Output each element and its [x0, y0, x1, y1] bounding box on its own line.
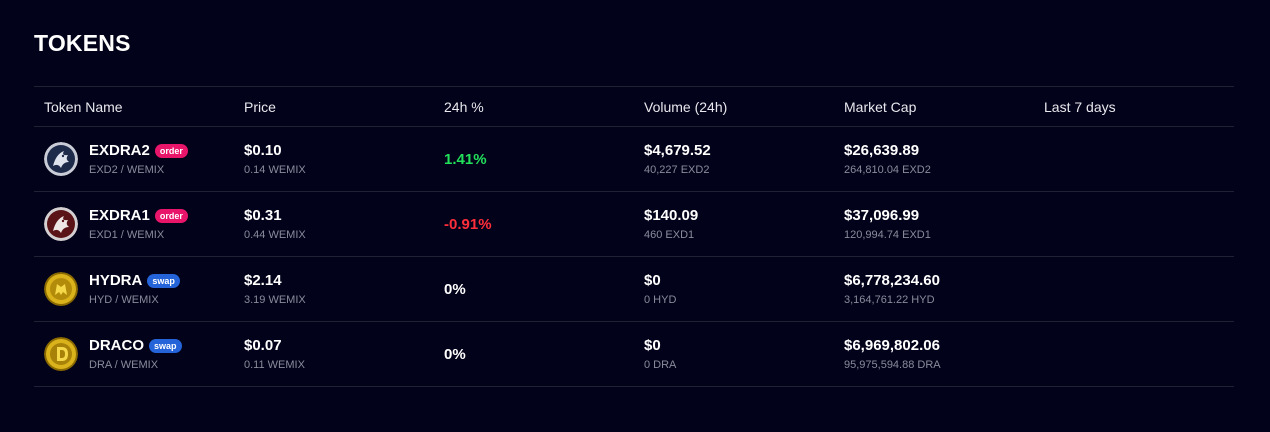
volume-value: $4,679.52: [644, 142, 711, 159]
volume-sub: 40,227 EXD2: [644, 164, 710, 176]
swap-badge[interactable]: swap: [149, 338, 182, 353]
price-value: $0.31: [244, 207, 282, 224]
token-pair: EXD1 / WEMIX: [89, 229, 165, 241]
volume-value: $0: [644, 272, 661, 289]
change-24h: 0%: [444, 280, 466, 298]
token-name: EXDRA1: [89, 207, 150, 224]
order-badge[interactable]: order: [154, 208, 188, 223]
table-row[interactable]: EXDRA1 order EXD1 / WEMIX $0.31 0.44 WEM…: [34, 192, 1234, 257]
price-sub: 0.14 WEMIX: [244, 164, 306, 176]
market-cap-value: $26,639.89: [844, 142, 920, 159]
token-name: EXDRA2: [89, 142, 150, 159]
price-value: $2.14: [244, 272, 282, 289]
header-market-cap[interactable]: Market Cap: [844, 98, 917, 115]
token-cell[interactable]: DRACO swap DRA / WEMIX: [44, 337, 234, 371]
token-pair: HYD / WEMIX: [89, 294, 159, 306]
exdra2-logo-icon: [44, 142, 78, 176]
price-sub: 0.44 WEMIX: [244, 229, 306, 241]
market-cap-sub: 264,810.04 EXD2: [844, 164, 931, 176]
header-24h-change[interactable]: 24h %: [444, 98, 484, 115]
token-name: DRACO: [89, 337, 144, 354]
table-row[interactable]: DRACO swap DRA / WEMIX $0.07 0.11 WEMIX …: [34, 322, 1234, 387]
header-volume[interactable]: Volume (24h): [644, 98, 728, 115]
market-cap-value: $6,969,802.06: [844, 337, 940, 354]
volume-sub: 0 DRA: [644, 359, 677, 371]
token-pair: EXD2 / WEMIX: [89, 164, 165, 176]
table-row[interactable]: EXDRA2 order EXD2 / WEMIX $0.10 0.14 WEM…: [34, 127, 1234, 192]
order-badge[interactable]: order: [154, 143, 188, 158]
token-cell[interactable]: HYDRA swap HYD / WEMIX: [44, 272, 234, 306]
volume-value: $140.09: [644, 207, 699, 224]
market-cap-sub: 95,975,594.88 DRA: [844, 359, 941, 371]
market-cap-value: $6,778,234.60: [844, 272, 940, 289]
draco-logo-icon: [44, 337, 78, 371]
market-cap-sub: 120,994.74 EXD1: [844, 229, 931, 241]
exdra1-logo-icon: [44, 207, 78, 241]
price-value: $0.07: [244, 337, 282, 354]
volume-sub: 0 HYD: [644, 294, 677, 306]
change-24h: 0%: [444, 345, 466, 363]
token-pair: DRA / WEMIX: [89, 359, 159, 371]
token-cell[interactable]: EXDRA2 order EXD2 / WEMIX: [44, 142, 234, 176]
tokens-table: Token Name Price 24h % Volume (24h) Mark…: [34, 86, 1234, 387]
token-name: HYDRA: [89, 272, 143, 289]
price-value: $0.10: [244, 142, 282, 159]
market-cap-sub: 3,164,761.22 HYD: [844, 294, 935, 306]
page-title: TOKENS: [34, 30, 131, 56]
header-token-name[interactable]: Token Name: [44, 98, 123, 115]
market-cap-value: $37,096.99: [844, 207, 920, 224]
header-last-7-days: Last 7 days: [1044, 98, 1116, 115]
token-cell[interactable]: EXDRA1 order EXD1 / WEMIX: [44, 207, 234, 241]
price-sub: 3.19 WEMIX: [244, 294, 306, 306]
volume-value: $0: [644, 337, 661, 354]
price-sub: 0.11 WEMIX: [244, 359, 305, 371]
change-24h: -0.91%: [444, 215, 492, 233]
swap-badge[interactable]: swap: [147, 273, 180, 288]
table-row[interactable]: HYDRA swap HYD / WEMIX $2.14 3.19 WEMIX …: [34, 257, 1234, 322]
change-24h: 1.41%: [444, 150, 487, 168]
table-header: Token Name Price 24h % Volume (24h) Mark…: [34, 87, 1234, 127]
hydra-logo-icon: [44, 272, 78, 306]
header-price[interactable]: Price: [244, 98, 276, 115]
volume-sub: 460 EXD1: [644, 229, 695, 241]
